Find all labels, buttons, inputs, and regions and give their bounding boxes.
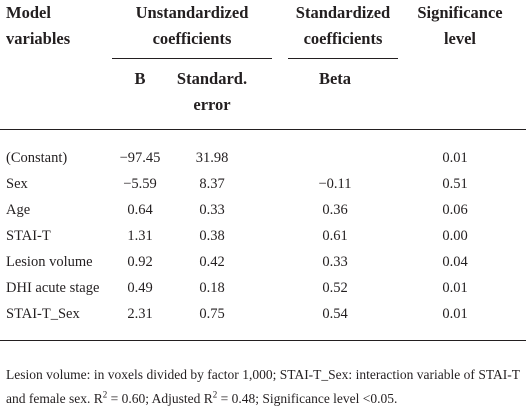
data-cell: 0.00: [442, 228, 468, 244]
row-label: Age: [6, 202, 31, 218]
header-cell: Significance level: [417, 3, 503, 48]
subheader-cell: B: [134, 69, 146, 88]
data-cell: 0.54: [322, 306, 348, 322]
data-cell: 0.06: [442, 202, 468, 218]
row-label: STAI-T_Sex: [6, 306, 80, 322]
data-cell: −97.45: [119, 150, 161, 166]
bottom-rule: [0, 340, 526, 341]
group-rule: [112, 58, 272, 59]
footnote-text: = 0.60; Adjusted R: [107, 391, 213, 406]
row-label: STAI-T: [6, 228, 51, 244]
superscript: 2: [212, 389, 218, 400]
footnote-text: = 0.48; Significance level <0.05.: [217, 391, 398, 406]
data-cell: −0.11: [318, 176, 352, 192]
header-cell: Unstandardized coefficients: [135, 3, 249, 48]
superscript: 2: [102, 389, 108, 400]
data-cell: 0.33: [322, 254, 348, 270]
data-cell: 0.36: [322, 202, 348, 218]
data-cell: 2.31: [127, 306, 153, 322]
data-cell: 0.49: [127, 280, 153, 296]
header-cell: Model variables: [6, 3, 71, 48]
group-rule: [288, 58, 398, 59]
data-cell: 0.61: [322, 228, 348, 244]
data-cell: 0.33: [199, 202, 225, 218]
data-cell: 0.04: [442, 254, 468, 270]
data-cell: 0.18: [199, 280, 225, 296]
data-cell: 0.64: [127, 202, 153, 218]
header-rule: [0, 129, 526, 130]
data-cell: 0.92: [127, 254, 153, 270]
data-cell: 0.01: [442, 150, 468, 166]
data-cell: 0.01: [442, 306, 468, 322]
row-label: Lesion volume: [6, 254, 93, 270]
row-label: Sex: [6, 176, 28, 192]
data-cell: 1.31: [127, 228, 153, 244]
footnote: Lesion volume: in voxels divided by fact…: [6, 363, 520, 407]
row-label: DHI acute stage: [6, 280, 100, 296]
data-cell: 0.38: [199, 228, 225, 244]
data-cell: 0.52: [322, 280, 348, 296]
data-cell: 0.42: [199, 254, 225, 270]
footnote-text: Lesion volume: in voxels divided by fact…: [6, 367, 520, 406]
subheader-cell: Beta: [318, 69, 352, 88]
data-cell: 0.51: [442, 176, 468, 192]
data-cell: 31.98: [195, 150, 229, 166]
data-cell: 8.37: [199, 176, 225, 192]
subheader-cell: Standard. error: [176, 69, 248, 114]
header-cell: Standardized coefficients: [295, 3, 391, 48]
data-cell: 0.01: [442, 280, 468, 296]
data-cell: −5.59: [123, 176, 157, 192]
data-cell: 0.75: [199, 306, 225, 322]
row-label: (Constant): [6, 150, 68, 166]
